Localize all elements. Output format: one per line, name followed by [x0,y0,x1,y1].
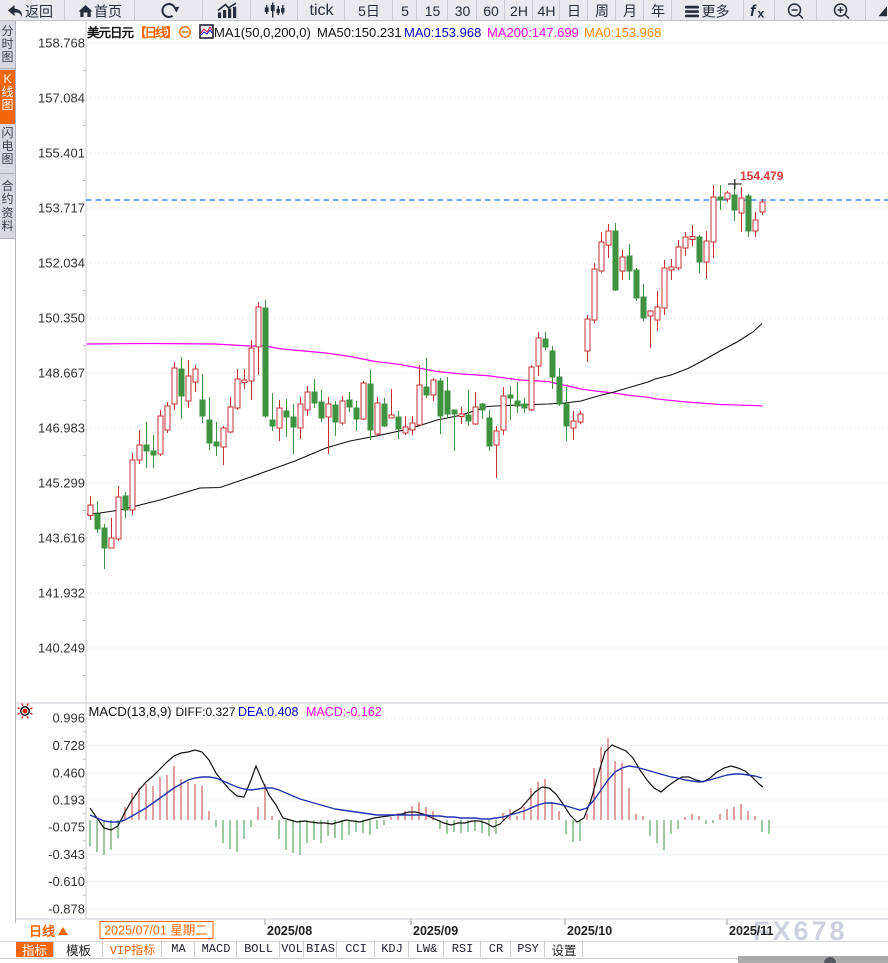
svg-text:2025/11: 2025/11 [729,924,774,938]
svg-text:【日线】: 【日线】 [134,25,176,40]
svg-text:0.460: 0.460 [52,766,85,781]
svg-text:2025/09: 2025/09 [413,924,458,938]
svg-text:155.401: 155.401 [38,146,85,161]
svg-text:152.034: 152.034 [38,256,85,271]
svg-text:148.667: 148.667 [38,366,85,381]
svg-text:140.249: 140.249 [38,641,85,656]
svg-text:x: x [758,6,765,20]
svg-text:143.616: 143.616 [38,531,85,546]
svg-text:MA200:147.699: MA200:147.699 [487,25,579,40]
svg-text:-0.878: -0.878 [48,902,85,917]
svg-text:2025/07/01 星期二: 2025/07/01 星期二 [104,924,208,938]
svg-text:150.350: 150.350 [38,311,85,326]
svg-text:158.768: 158.768 [38,36,85,51]
svg-text:DEA:0.408: DEA:0.408 [238,705,299,719]
svg-text:DIFF:0.327: DIFF:0.327 [176,705,236,719]
svg-text:154.479: 154.479 [740,169,784,183]
svg-text:f: f [750,3,757,20]
svg-text:返回: 返回 [25,3,53,19]
svg-text:-0.075: -0.075 [48,820,85,835]
svg-text:146.983: 146.983 [38,421,85,436]
svg-text:157.084: 157.084 [38,91,85,106]
svg-text:美元日元: 美元日元 [87,25,135,40]
svg-text:MA0:153.968: MA0:153.968 [404,25,481,40]
svg-text:0.728: 0.728 [52,738,85,753]
svg-text:MACD:-0.162: MACD:-0.162 [306,705,382,719]
svg-text:日线: 日线 [29,924,55,939]
svg-text:MA50:150.231: MA50:150.231 [317,25,402,40]
svg-text:MA1(50,0,200,0): MA1(50,0,200,0) [214,25,311,40]
svg-text:首页: 首页 [94,3,122,19]
svg-text:153.717: 153.717 [38,201,85,216]
svg-text:MACD(13,8,9): MACD(13,8,9) [89,704,172,719]
svg-text:更多: 更多 [702,3,730,19]
svg-text:-0.610: -0.610 [48,874,85,889]
svg-text:141.932: 141.932 [38,586,85,601]
svg-text:2025/10: 2025/10 [567,924,612,938]
svg-text:145.299: 145.299 [38,476,85,491]
svg-text:2025/08: 2025/08 [267,924,312,938]
svg-text:MA0:153.968: MA0:153.968 [584,25,661,40]
svg-text:-0.343: -0.343 [48,847,85,862]
svg-text:0.996: 0.996 [52,711,85,726]
svg-text:0.193: 0.193 [52,793,85,808]
